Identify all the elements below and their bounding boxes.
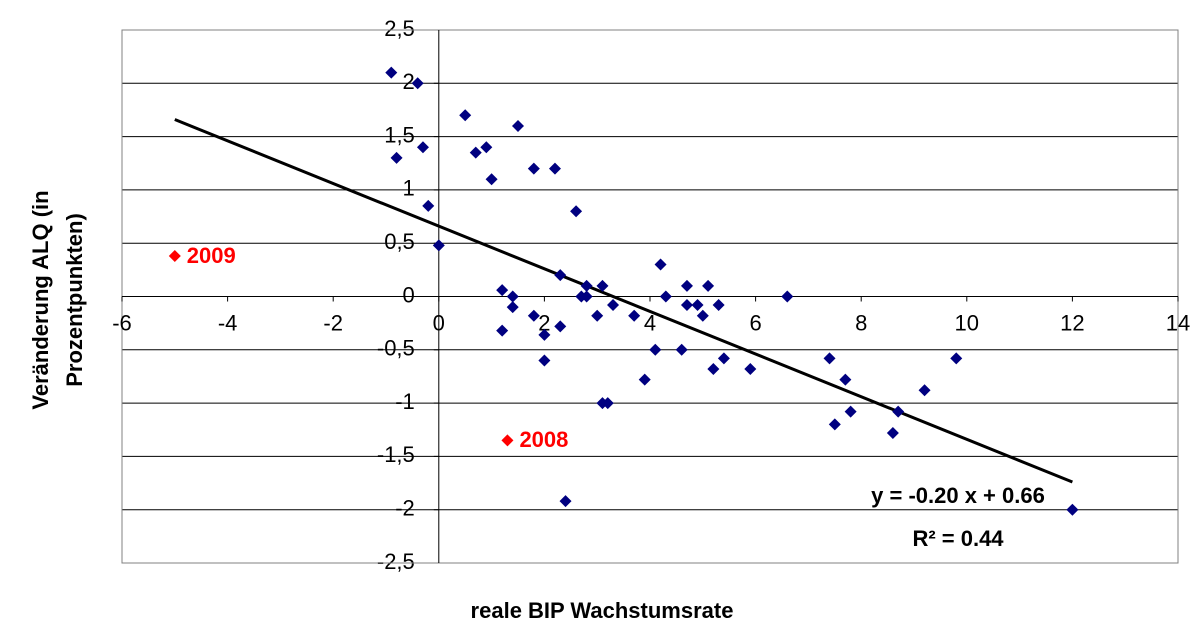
x-tick-label: 6 — [749, 310, 761, 335]
point — [886, 426, 899, 439]
point — [538, 328, 551, 341]
point — [892, 405, 905, 418]
trendline — [174, 118, 1073, 484]
point — [527, 309, 540, 322]
point — [580, 290, 593, 303]
point — [702, 279, 715, 292]
highlight-point — [168, 249, 181, 262]
y-tick-label: 2 — [403, 69, 415, 94]
y-tick-label: -1,5 — [377, 442, 415, 467]
point — [591, 309, 604, 322]
point — [385, 66, 398, 79]
point — [411, 77, 424, 90]
point — [416, 141, 429, 154]
point — [527, 162, 540, 175]
point — [596, 279, 609, 292]
highlight-label: 2008 — [519, 427, 568, 452]
point — [496, 324, 509, 337]
point — [607, 299, 620, 312]
trendline-r2: R² = 0.44 — [912, 526, 1004, 551]
point — [570, 205, 583, 218]
x-axis-label: reale BIP Wachstumsrate — [471, 598, 734, 623]
point — [696, 309, 709, 322]
x-tick-label: -4 — [218, 310, 238, 335]
point — [707, 362, 720, 375]
point — [654, 258, 667, 271]
point — [554, 269, 567, 282]
y-tick-label: -0,5 — [377, 336, 415, 361]
point — [659, 290, 672, 303]
point — [480, 141, 493, 154]
highlight-point — [501, 434, 514, 447]
y-axis-label-line: Prozentpunkten) — [62, 213, 87, 387]
x-tick-label: 8 — [855, 310, 867, 335]
point — [422, 199, 435, 212]
point — [828, 418, 841, 431]
point — [485, 173, 498, 186]
point — [628, 309, 641, 322]
point — [580, 279, 593, 292]
point — [538, 354, 551, 367]
y-axis-label-line: Veränderung ALQ (in — [28, 190, 53, 409]
point — [496, 284, 509, 297]
y-tick-label: -2,5 — [377, 549, 415, 574]
x-tick-label: 2 — [538, 310, 550, 335]
x-tick-label: 12 — [1060, 310, 1084, 335]
point — [823, 352, 836, 365]
point — [601, 397, 614, 410]
x-tick-label: 14 — [1166, 310, 1190, 335]
x-tick-label: 4 — [644, 310, 656, 335]
trendline-equation: y = -0.20 x + 0.66 — [871, 483, 1045, 508]
point — [717, 352, 730, 365]
point — [918, 384, 931, 397]
point — [691, 299, 704, 312]
y-tick-label: 0,5 — [384, 229, 415, 254]
point — [649, 343, 662, 356]
point — [839, 373, 852, 386]
point — [675, 343, 688, 356]
x-tick-label: 10 — [955, 310, 979, 335]
point — [559, 495, 572, 508]
point — [950, 352, 963, 365]
point — [469, 146, 482, 159]
point — [844, 405, 857, 418]
point — [548, 162, 561, 175]
point — [554, 320, 567, 333]
point — [1066, 503, 1079, 516]
y-tick-label: 1,5 — [384, 122, 415, 147]
x-tick-label: -2 — [323, 310, 343, 335]
highlight-label: 2009 — [187, 243, 236, 268]
point — [712, 299, 725, 312]
y-tick-label: -1 — [395, 389, 415, 414]
point — [506, 290, 519, 303]
y-tick-label: 1 — [403, 176, 415, 201]
point — [744, 362, 757, 375]
point — [459, 109, 472, 122]
y-tick-label: -2 — [395, 496, 415, 521]
point — [638, 373, 651, 386]
y-tick-label: 2,5 — [384, 16, 415, 41]
point — [680, 299, 693, 312]
y-tick-label: 0 — [403, 282, 415, 307]
point — [390, 151, 403, 164]
x-tick-label: -6 — [112, 310, 132, 335]
point — [506, 301, 519, 314]
point — [512, 119, 524, 132]
y-axis-label: Veränderung ALQ (in Prozentpunkten) — [28, 190, 87, 409]
point — [680, 279, 693, 292]
point — [432, 239, 445, 252]
point — [781, 290, 794, 303]
